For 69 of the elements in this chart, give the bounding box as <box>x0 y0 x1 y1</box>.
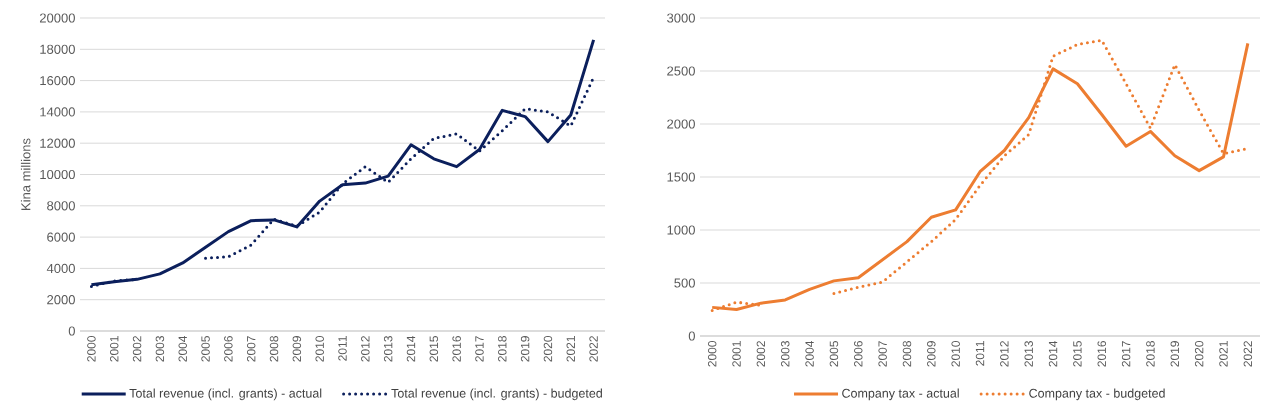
x-tick-label: 2009 <box>927 341 936 367</box>
x-tick-label: 2012 <box>361 336 370 362</box>
x-tick-label: 2004 <box>178 335 187 362</box>
y-tick-label: 10000 <box>40 169 75 180</box>
x-tick-label: 2004 <box>805 340 814 367</box>
y-tick-label: 12000 <box>40 138 75 148</box>
y-tick-label: 8000 <box>47 201 75 211</box>
x-tick-label: 2018 <box>1146 341 1155 367</box>
x-tick-label: 2019 <box>1170 341 1180 367</box>
x-tick-label: 2008 <box>269 336 279 362</box>
legend-label: Total revenue (incl. grants) - actual <box>129 388 322 401</box>
y-tick-label: 16000 <box>40 75 75 86</box>
x-tick-label: 2011 <box>975 341 985 366</box>
x-tick-label: 2000 <box>707 341 717 367</box>
y-tick-label: 0 <box>68 326 75 336</box>
x-tick-label: 2003 <box>780 341 790 367</box>
x-tick-label: 2010 <box>951 341 960 367</box>
y-tick-label: 3000 <box>667 13 695 23</box>
x-tick-label: 2018 <box>498 336 507 362</box>
x-tick-label: 2014 <box>406 335 416 362</box>
y-tick-label: 500 <box>674 278 695 288</box>
x-tick-label: 2007 <box>878 341 887 367</box>
y-tick-label: 18000 <box>40 44 75 54</box>
x-tick-label: 2006 <box>224 336 233 362</box>
x-tick-label: 2013 <box>1024 341 1033 367</box>
x-tick-label: 2003 <box>155 336 165 362</box>
x-tick-label: 2013 <box>383 336 393 362</box>
x-tick-label: 2022 <box>1243 341 1253 367</box>
x-tick-label: 2014 <box>1048 340 1058 367</box>
x-tick-label: 2009 <box>292 336 302 362</box>
x-tick-label: 2015 <box>1073 341 1082 367</box>
x-tick-label: 2020 <box>1194 341 1204 367</box>
x-tick-label: 2021 <box>1219 341 1228 367</box>
x-tick-label: 2005 <box>201 336 210 362</box>
y-tick-label: 0 <box>688 331 695 341</box>
x-tick-label: 2017 <box>1121 341 1131 367</box>
y-axis-title: Kina millions <box>20 138 31 210</box>
x-tick-label: 2010 <box>315 336 324 362</box>
y-tick-label: 6000 <box>47 232 75 242</box>
y-tick-label: 1000 <box>667 225 695 235</box>
y-tick-label: 20000 <box>39 13 75 23</box>
x-tick-label: 2015 <box>429 336 439 362</box>
x-tick-label: 2017 <box>475 336 484 362</box>
x-tick-label: 2019 <box>520 336 530 362</box>
x-tick-label: 2005 <box>829 341 839 367</box>
x-tick-label: 2016 <box>1097 341 1107 367</box>
x-tick-label: 2016 <box>452 336 461 362</box>
y-tick-label: 14000 <box>40 107 75 117</box>
y-tick-label: 4000 <box>46 263 75 273</box>
legend-label: Total revenue (incl. grants) - budgeted <box>391 388 602 401</box>
x-tick-label: 2020 <box>543 336 553 362</box>
legend-label: Company tax - budgeted <box>1029 388 1165 401</box>
x-tick-label: 2000 <box>87 336 96 362</box>
x-tick-label: 2011 <box>338 336 347 361</box>
y-tick-label: 2500 <box>667 66 695 76</box>
x-tick-label: 2021 <box>566 336 576 362</box>
x-tick-label: 2002 <box>756 341 766 367</box>
x-tick-label: 2001 <box>110 336 119 362</box>
y-tick-label: 1500 <box>667 172 695 182</box>
x-tick-label: 2007 <box>246 336 256 362</box>
x-tick-label: 2001 <box>732 341 741 367</box>
x-tick-label: 2006 <box>854 341 863 367</box>
x-tick-label: 2008 <box>902 341 912 367</box>
legend-label: Company tax - actual <box>842 388 959 401</box>
x-tick-label: 2022 <box>589 336 598 362</box>
y-tick-label: 2000 <box>47 295 75 305</box>
x-tick-label: 2002 <box>132 336 142 362</box>
x-tick-label: 2012 <box>1000 341 1009 367</box>
y-tick-label: 2000 <box>667 119 695 129</box>
